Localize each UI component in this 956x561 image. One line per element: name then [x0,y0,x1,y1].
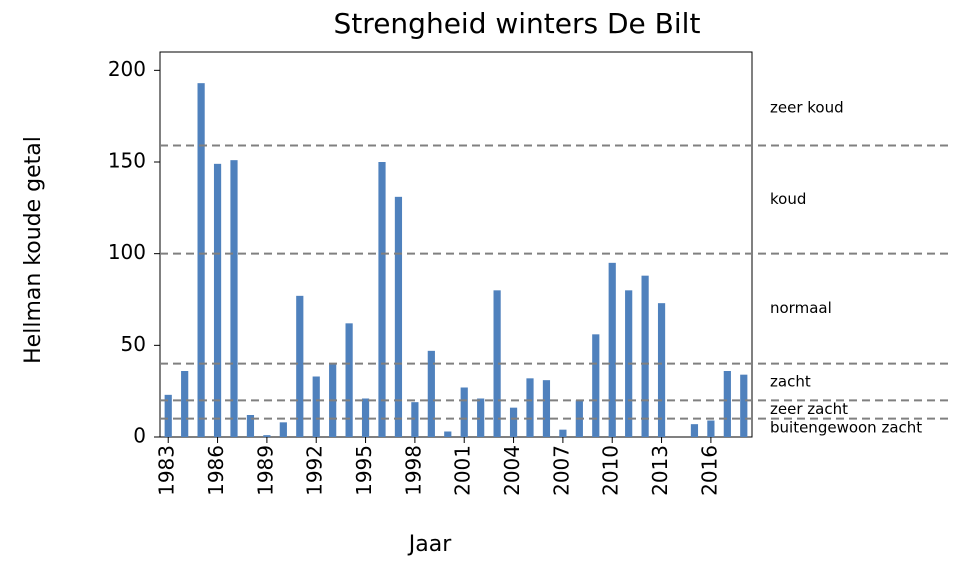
bar [509,407,518,437]
bar [378,162,386,437]
x-tick-label: 2001 [451,445,475,496]
x-tick-label: 1995 [352,445,376,496]
zone-label: koud [770,190,806,208]
bar [181,371,189,437]
y-tick-label: 100 [108,240,146,264]
x-tick-label: 2004 [500,445,524,496]
zone-label: normaal [770,299,832,317]
bar [230,160,238,437]
y-tick-label: 0 [133,424,146,448]
bar [608,262,616,437]
plot-frame [159,51,753,438]
bar [592,334,600,437]
bar [394,196,403,437]
x-axis-title: Jaar [407,532,452,557]
zone-label: zacht [770,373,811,391]
bar [197,83,205,438]
chart-title: Strengheid winters De Bilt [334,7,701,40]
y-tick-label: 150 [108,149,146,173]
zone-label: buitengewoon zacht [770,418,922,436]
x-tick-label: 2016 [697,445,721,496]
x-tick-label: 2013 [648,445,672,496]
bar [345,323,353,437]
x-tick-label: 2010 [599,445,623,496]
bar [279,422,287,437]
bar [657,303,666,437]
bar [361,398,370,437]
bar [690,424,699,437]
x-tick-label: 1989 [253,445,277,496]
y-axis-title: Hellman koude getal [21,136,46,364]
bar [460,387,468,437]
bar [296,295,304,437]
bar [246,415,255,437]
bar [526,378,534,437]
x-tick-label: 1986 [204,445,228,496]
bar [740,374,748,437]
bar [493,290,501,437]
bar [559,429,567,437]
x-tick-label: 1983 [155,445,179,496]
bar [312,376,320,437]
bar [542,380,551,437]
y-tick-label: 50 [121,332,146,356]
bar [641,275,649,437]
bar [707,420,715,437]
bar [444,431,452,437]
bar [263,435,271,437]
bar [427,350,435,437]
zone-label: zeer zacht [770,400,848,418]
zone-label: zeer koud [770,98,844,116]
bar [477,398,485,437]
x-tick-label: 2007 [549,445,573,496]
bar [164,394,172,437]
y-tick-label: 200 [108,57,146,81]
bar [723,371,731,437]
x-tick-label: 1998 [401,445,425,496]
x-tick-label: 1992 [303,445,327,496]
bar [213,163,222,438]
